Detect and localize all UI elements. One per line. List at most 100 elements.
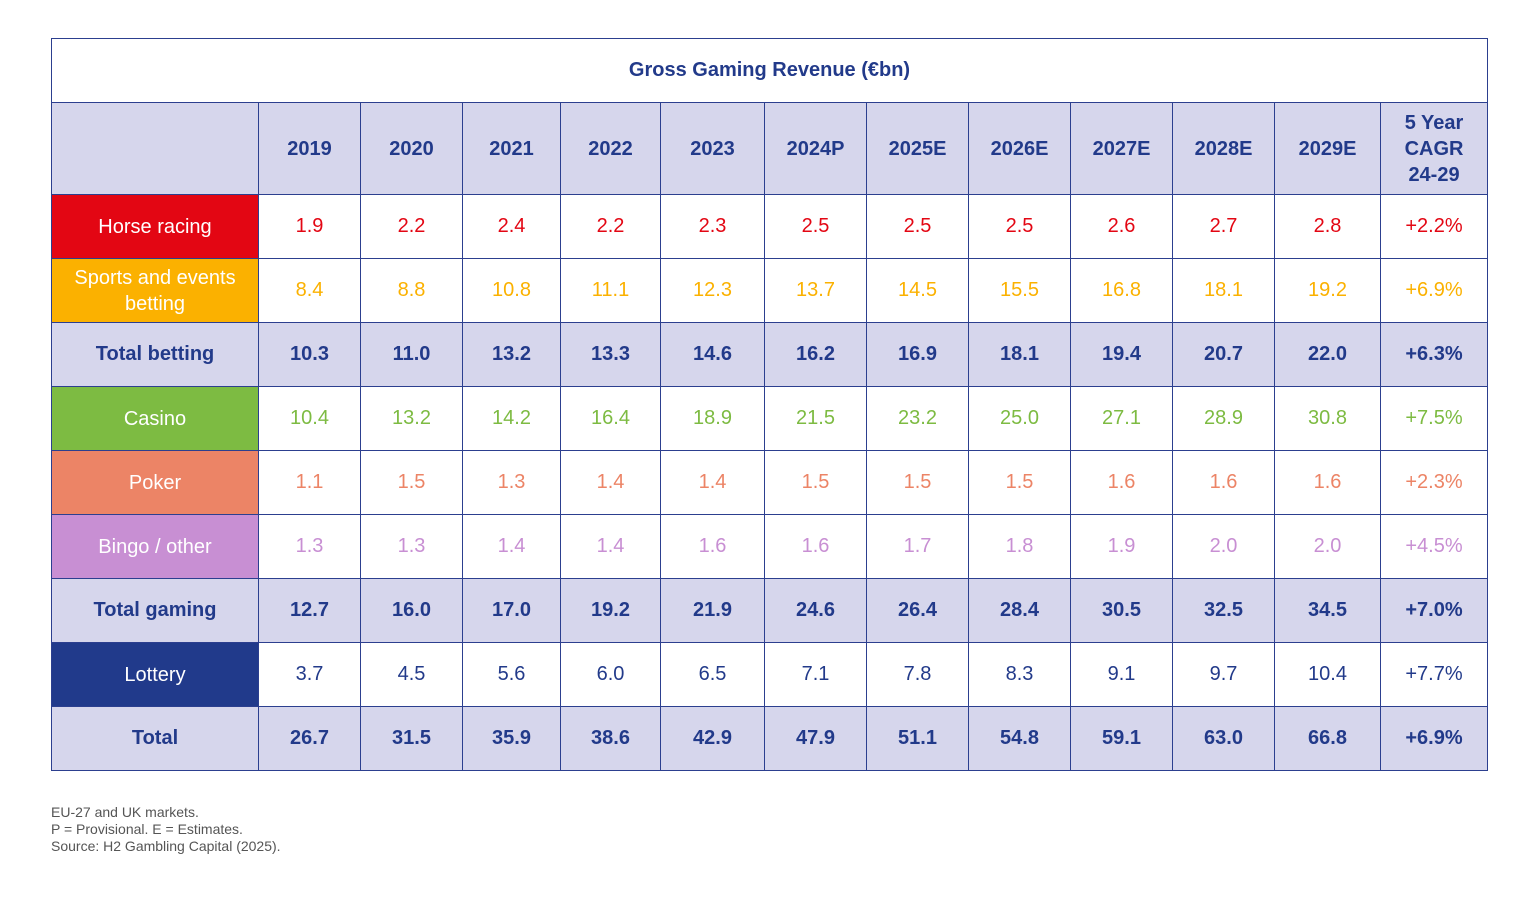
data-cell: 1.6 xyxy=(1070,450,1173,515)
cagr-cell: +7.0% xyxy=(1379,578,1489,643)
footnote-source: Source: H2 Gambling Capital (2025). xyxy=(51,838,281,854)
data-cell: 1.9 xyxy=(1070,514,1173,579)
data-cell: 2.3 xyxy=(660,194,765,259)
column-header-cagr: 5 Year CAGR 24-29 xyxy=(1379,102,1489,195)
data-cell: 31.5 xyxy=(360,706,463,771)
table-row-total: Total 26.7 31.5 35.9 38.6 42.9 47.9 51.1 54.8 59.… xyxy=(51,706,1489,771)
data-cell: 18.1 xyxy=(1172,258,1275,323)
data-cell: 12.7 xyxy=(258,578,361,643)
data-cell: 20.7 xyxy=(1172,322,1275,387)
row-label: Total betting xyxy=(51,322,259,387)
data-cell: 19.4 xyxy=(1070,322,1173,387)
data-cell: 28.4 xyxy=(968,578,1071,643)
data-cell: 1.4 xyxy=(560,450,661,515)
table-row-total-betting: Total betting 10.3 11.0 13.2 13.3 14.6 16.2 16.… xyxy=(51,322,1489,387)
table-row-total-gaming: Total gaming 12.7 16.0 17.0 19.2 21.9 24.6 26.4… xyxy=(51,578,1489,643)
data-cell: 12.3 xyxy=(660,258,765,323)
cagr-cell: +4.5% xyxy=(1379,514,1489,579)
data-cell: 16.2 xyxy=(764,322,867,387)
data-cell: 2.7 xyxy=(1172,194,1275,259)
cagr-cell: +7.7% xyxy=(1379,642,1489,707)
data-cell: 26.7 xyxy=(258,706,361,771)
table-row-sports-and-events-betting: Sports and events betting 8.4 8.8 10.8 11.1 1… xyxy=(51,258,1489,323)
data-cell: 2.2 xyxy=(560,194,661,259)
data-cell: 2.2 xyxy=(360,194,463,259)
gross-gaming-revenue-table: Gross Gaming Revenue (€bn) 2019 2020 2021 2… xyxy=(50,38,1489,771)
row-label: Horse racing xyxy=(51,194,259,259)
data-cell: 10.4 xyxy=(1274,642,1381,707)
data-cell: 23.2 xyxy=(866,386,969,451)
data-cell: 8.3 xyxy=(968,642,1071,707)
data-cell: 1.1 xyxy=(258,450,361,515)
data-cell: 1.4 xyxy=(660,450,765,515)
footnote-markets: EU-27 and UK markets. xyxy=(51,804,199,820)
data-cell: 8.4 xyxy=(258,258,361,323)
data-cell: 30.8 xyxy=(1274,386,1381,451)
data-cell: 1.5 xyxy=(866,450,969,515)
cagr-cell: +6.9% xyxy=(1379,706,1489,771)
data-cell: 21.9 xyxy=(660,578,765,643)
column-header-row: 2019 2020 2021 2022 2023 2024P 2025E 2026E 2027E… xyxy=(51,102,1489,195)
data-cell: 1.5 xyxy=(764,450,867,515)
data-cell: 2.5 xyxy=(968,194,1071,259)
column-header-2020: 2020 xyxy=(360,102,463,195)
cagr-header-line: 24-29 xyxy=(1408,163,1460,186)
row-label: Total xyxy=(51,706,259,771)
column-header-2021: 2021 xyxy=(462,102,561,195)
table-row-horse-racing: Horse racing 1.9 2.2 2.4 2.2 2.3 2.5 2.5 2.5 2.6 2… xyxy=(51,194,1489,259)
data-cell: 2.6 xyxy=(1070,194,1173,259)
data-cell: 2.8 xyxy=(1274,194,1381,259)
data-cell: 47.9 xyxy=(764,706,867,771)
data-cell: 9.1 xyxy=(1070,642,1173,707)
data-cell: 1.6 xyxy=(1172,450,1275,515)
data-cell: 16.4 xyxy=(560,386,661,451)
data-cell: 35.9 xyxy=(462,706,561,771)
table-row-lottery: Lottery 3.7 4.5 5.6 6.0 6.5 7.1 7.8 8.3 9.1 9.7 10.… xyxy=(51,642,1489,707)
data-cell: 1.9 xyxy=(258,194,361,259)
cagr-cell: +6.3% xyxy=(1379,322,1489,387)
data-cell: 25.0 xyxy=(968,386,1071,451)
data-cell: 3.7 xyxy=(258,642,361,707)
data-cell: 1.6 xyxy=(660,514,765,579)
row-label: Bingo / other xyxy=(51,514,259,579)
column-header-2019: 2019 xyxy=(258,102,361,195)
row-label: Lottery xyxy=(51,642,259,707)
data-cell: 13.2 xyxy=(360,386,463,451)
data-cell: 7.1 xyxy=(764,642,867,707)
data-cell: 7.8 xyxy=(866,642,969,707)
data-cell: 6.0 xyxy=(560,642,661,707)
row-label: Total gaming xyxy=(51,578,259,643)
data-cell: 14.6 xyxy=(660,322,765,387)
data-cell: 4.5 xyxy=(360,642,463,707)
data-cell: 26.4 xyxy=(866,578,969,643)
data-cell: 5.6 xyxy=(462,642,561,707)
data-cell: 51.1 xyxy=(866,706,969,771)
data-cell: 66.8 xyxy=(1274,706,1381,771)
data-cell: 8.8 xyxy=(360,258,463,323)
table-body: Horse racing 1.9 2.2 2.4 2.2 2.3 2.5 2.5 2.5 2.6 2… xyxy=(51,194,1489,771)
data-cell: 18.1 xyxy=(968,322,1071,387)
data-cell: 2.5 xyxy=(764,194,867,259)
cagr-cell: +2.2% xyxy=(1379,194,1489,259)
data-cell: 2.5 xyxy=(866,194,969,259)
data-cell: 9.7 xyxy=(1172,642,1275,707)
data-cell: 63.0 xyxy=(1172,706,1275,771)
data-cell: 6.5 xyxy=(660,642,765,707)
data-cell: 16.8 xyxy=(1070,258,1173,323)
data-cell: 1.3 xyxy=(360,514,463,579)
data-cell: 18.9 xyxy=(660,386,765,451)
cagr-cell: +7.5% xyxy=(1379,386,1489,451)
data-cell: 11.0 xyxy=(360,322,463,387)
data-cell: 38.6 xyxy=(560,706,661,771)
corner-header-cell xyxy=(51,102,259,195)
data-cell: 1.3 xyxy=(258,514,361,579)
data-cell: 2.0 xyxy=(1274,514,1381,579)
data-cell: 16.0 xyxy=(360,578,463,643)
data-cell: 19.2 xyxy=(560,578,661,643)
row-label: Sports and events betting xyxy=(51,258,259,323)
data-cell: 1.5 xyxy=(360,450,463,515)
column-header-2024p: 2024P xyxy=(764,102,867,195)
footnote-legend: P = Provisional. E = Estimates. xyxy=(51,821,243,837)
data-cell: 1.6 xyxy=(764,514,867,579)
data-cell: 21.5 xyxy=(764,386,867,451)
